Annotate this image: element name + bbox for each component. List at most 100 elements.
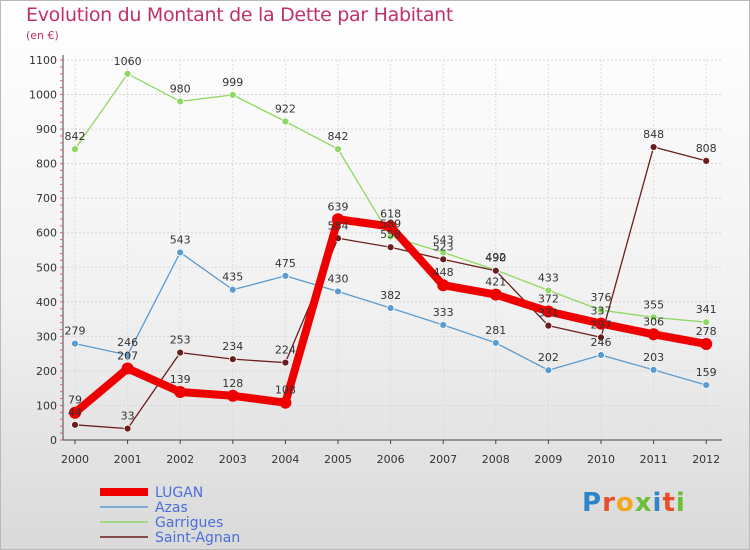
data-label: 922: [275, 102, 296, 115]
data-label: 475: [275, 257, 296, 270]
y-tick-label: 200: [36, 365, 57, 378]
data-point: [544, 321, 553, 330]
y-minor-ticks: [60, 59, 63, 441]
y-tick-label: 500: [36, 261, 57, 274]
data-point: [334, 287, 342, 296]
data-point: [174, 385, 187, 398]
data-label: 246: [591, 336, 612, 349]
data-point: [281, 358, 290, 367]
data-point: [542, 305, 555, 318]
legend-label: Garrigues: [155, 515, 223, 531]
data-label: 999: [222, 76, 243, 89]
data-point: [700, 337, 713, 350]
data-point: [123, 351, 132, 359]
y-tick-label: 600: [36, 227, 57, 240]
data-label: 558: [380, 228, 401, 241]
data-point: [649, 313, 658, 322]
x-tick-label: 2007: [429, 453, 457, 466]
data-label: 584: [328, 219, 349, 232]
y-tick-label: 800: [36, 158, 57, 171]
y-tick-label: 300: [36, 330, 57, 343]
data-labels: 79 207 139 128 108 639 618 448 421 372 337 306 278 27…: [65, 55, 717, 423]
x-tick-label: 2008: [482, 453, 510, 466]
x-tick-label: 2002: [166, 453, 194, 466]
series-azas: [71, 248, 711, 389]
data-point: [332, 213, 344, 226]
data-point: [647, 328, 660, 341]
data-point: [71, 420, 79, 429]
data-point: [176, 97, 185, 106]
data-point: [439, 321, 448, 329]
x-tick-label: 2011: [640, 453, 668, 466]
data-point: [123, 69, 132, 78]
data-point: [176, 248, 185, 257]
x-tick-label: 2006: [377, 453, 405, 466]
data-label: 430: [328, 272, 349, 285]
x-tick-label: 2010: [587, 453, 615, 466]
data-label: 297: [591, 318, 612, 331]
x-tick-label: 2001: [114, 453, 142, 466]
data-label: 435: [222, 271, 243, 284]
data-label: 421: [485, 276, 506, 289]
data-label: 331: [538, 307, 559, 320]
chart-subtitle: (en €): [26, 29, 59, 42]
data-label: 523: [433, 240, 454, 253]
series-garrigues: [71, 69, 711, 327]
data-label: 253: [170, 334, 191, 347]
data-point: [334, 145, 342, 154]
data-label: 234: [222, 340, 243, 353]
legend-label: Azas: [155, 500, 188, 516]
y-tick-label: 700: [36, 192, 57, 205]
data-point: [702, 381, 711, 389]
data-label: 842: [65, 130, 86, 143]
data-point: [228, 285, 237, 294]
data-point: [649, 365, 658, 374]
data-point: [121, 362, 134, 375]
data-point: [597, 351, 605, 359]
data-point: [384, 220, 397, 233]
data-point: [176, 348, 185, 357]
data-label: 341: [696, 303, 717, 316]
data-label: 333: [433, 306, 454, 319]
data-label: 44: [68, 406, 82, 419]
data-label: 279: [65, 325, 86, 338]
data-label: 207: [117, 349, 138, 362]
data-label: 33: [121, 410, 135, 423]
data-label: 281: [485, 324, 506, 337]
data-point: [228, 355, 237, 364]
data-label: 808: [696, 142, 717, 155]
data-point: [71, 339, 79, 348]
data-label: 842: [328, 130, 349, 143]
data-point: [279, 396, 292, 409]
data-label: 202: [538, 351, 559, 364]
series-saint-agnan: [71, 143, 711, 433]
y-tick-label: 0: [50, 434, 57, 447]
data-label: 1060: [114, 55, 142, 68]
chart-title: Evolution du Montant de la Dette par Hab…: [26, 4, 454, 26]
y-tick-label: 1000: [29, 89, 57, 102]
x-tick-label: 2003: [219, 453, 247, 466]
data-label: 376: [591, 291, 612, 304]
data-label: 306: [643, 315, 664, 328]
data-point: [491, 339, 500, 347]
x-tick-label: 2005: [324, 453, 352, 466]
data-label: 980: [170, 82, 191, 95]
data-point: [226, 389, 239, 402]
data-label: 278: [696, 325, 717, 338]
data-label: 543: [433, 233, 454, 246]
data-point: [228, 90, 237, 99]
y-tick-label: 400: [36, 296, 57, 309]
data-point: [281, 117, 290, 126]
y-tick-label: 100: [36, 399, 57, 412]
data-point: [123, 424, 132, 433]
data-label: 490: [485, 252, 506, 265]
data-point: [702, 318, 711, 327]
data-point: [439, 255, 448, 264]
data-label: 618: [380, 208, 401, 221]
data-point: [386, 243, 395, 252]
data-point: [437, 279, 450, 292]
data-label: 848: [643, 128, 664, 141]
